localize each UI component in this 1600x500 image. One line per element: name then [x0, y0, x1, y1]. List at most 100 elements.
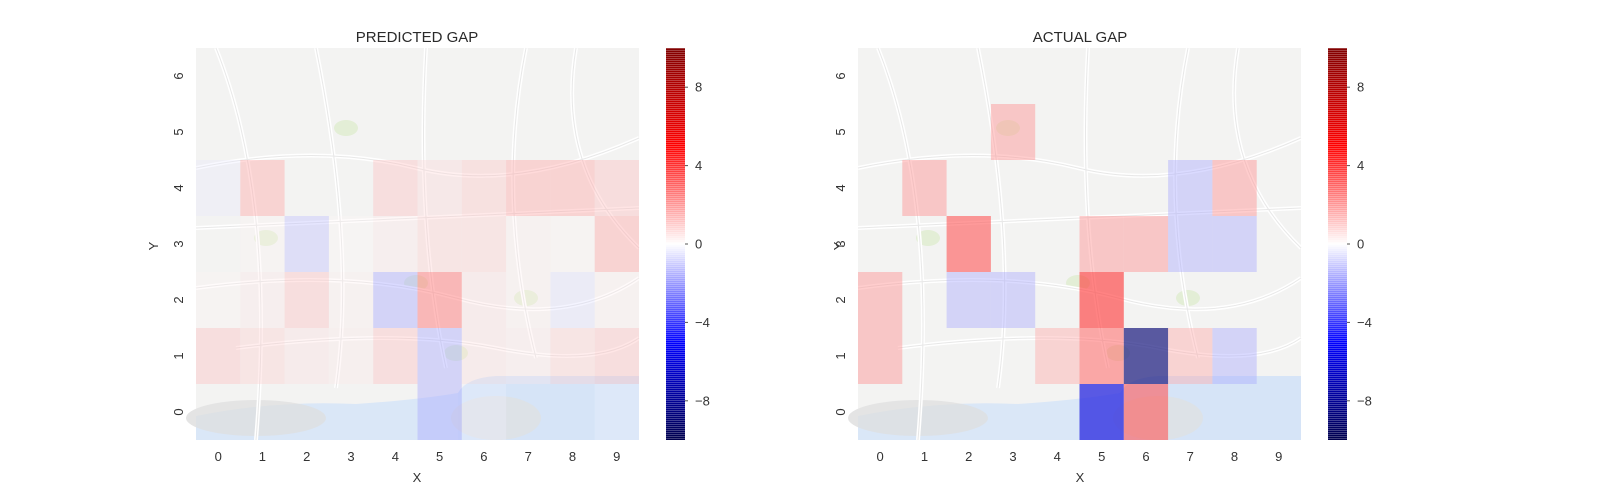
heatmap-cell-x7-y3	[506, 216, 551, 272]
map-road-edge	[877, 47, 924, 441]
park-area	[916, 230, 940, 246]
heatmap-cell-x2-y1	[284, 328, 329, 384]
heatmap-cell-x9-y2	[594, 272, 639, 328]
park-area	[1176, 290, 1200, 306]
heatmap-cell-x6-y4	[461, 160, 507, 216]
heatmap-cell-x1-y4	[902, 160, 947, 216]
park-area	[514, 290, 538, 306]
heatmap-cell-x8-y4	[550, 160, 595, 216]
y-tick-label: 6	[171, 72, 186, 79]
y-tick-label: 0	[171, 408, 186, 415]
map-road-edge	[857, 207, 1302, 229]
heatmap-cell-x6-y1	[461, 328, 507, 384]
map-road-edge	[571, 47, 640, 249]
y-tick-label: 3	[171, 240, 186, 247]
heatmap-cell-x4-y2	[373, 272, 418, 328]
heatmap-cell-x3-y3	[328, 216, 374, 272]
x-tick-label: 9	[1275, 449, 1282, 464]
x-tick-label: 6	[1142, 449, 1149, 464]
x-tick-label: 2	[965, 449, 972, 464]
chart-title: PREDICTED GAP	[356, 29, 479, 46]
heatmap-cell-x5-y3	[1079, 216, 1124, 272]
map-road-edge	[235, 337, 640, 357]
heatmap-cell-x5-y4	[417, 160, 462, 216]
park-area	[334, 120, 358, 136]
heatmap-cell-x6-y2	[461, 272, 507, 328]
heatmap-cell-x1-y3	[240, 216, 285, 272]
x-tick-label: 1	[921, 449, 928, 464]
heatmap-cell-x2-y2	[284, 272, 329, 328]
x-tick-label: 0	[876, 449, 883, 464]
heatmap-cell-x7-y1	[1168, 328, 1213, 384]
heatmap-cell-x6-y3	[1123, 216, 1169, 272]
heatmap-cell-x7-y2	[506, 272, 551, 328]
colorbar-tick-label: −4	[1357, 315, 1372, 330]
y-tick-label: 3	[833, 240, 848, 247]
y-tick-label: 1	[833, 352, 848, 359]
y-tick-label: 1	[171, 352, 186, 359]
heatmap-cell-x4-y3	[373, 216, 418, 272]
y-axis-label: Y	[831, 241, 846, 250]
colorbar-texture	[666, 48, 685, 440]
x-tick-label: 4	[392, 449, 399, 464]
x-axis-label: X	[1076, 470, 1085, 485]
x-tick-label: 9	[613, 449, 620, 464]
x-tick-label: 3	[1009, 449, 1016, 464]
heatmap-cell-x7-y4	[506, 160, 551, 216]
heatmap-cells	[196, 160, 639, 440]
heatmap-cell-x1-y2	[240, 272, 285, 328]
heatmap-cell-x8-y3	[1212, 216, 1257, 272]
map-road-edge	[977, 47, 1006, 389]
heatmap-cell-x0-y1	[196, 328, 241, 384]
colorbar-tick-label: −8	[695, 393, 710, 408]
y-tick-label: 0	[833, 408, 848, 415]
colorbar: 8 4 0 −4 −8	[1328, 48, 1372, 440]
heatmap-cell-x5-y2	[1079, 272, 1124, 328]
colorbar-texture	[1328, 48, 1347, 440]
heatmap-cell-x8-y3	[550, 216, 595, 272]
heatmap-cells	[858, 104, 1257, 440]
heatmap-cell-x5-y0	[1079, 384, 1124, 440]
park-area	[444, 345, 468, 361]
heatmap-cell-x9-y4	[594, 160, 639, 216]
heatmap-cell-x6-y1	[1123, 328, 1169, 384]
heatmap-cell-x8-y4	[1212, 160, 1257, 216]
heatmap-cell-x1-y4	[240, 160, 285, 216]
heatmap-cell-x6-y0	[461, 384, 507, 440]
heatmap-cell-x2-y3	[284, 216, 329, 272]
y-tick-label: 2	[171, 296, 186, 303]
heatmap-cell-x0-y1	[858, 328, 903, 384]
heatmap-cell-x6-y0	[1123, 384, 1169, 440]
map-road-edge	[1233, 47, 1302, 249]
heatmap-cell-x8-y1	[1212, 328, 1257, 384]
map-road-edge	[195, 137, 640, 177]
colorbar-tick-label: 0	[1357, 237, 1364, 252]
map-road-edge	[215, 47, 262, 441]
heatmap-cell-x9-y0	[594, 384, 639, 440]
heatmap-cell-x5-y2	[417, 272, 462, 328]
heatmap-cell-x0-y2	[858, 272, 903, 328]
heatmap-cell-x8-y1	[550, 328, 595, 384]
x-tick-label: 3	[347, 449, 354, 464]
terrain-shade	[451, 396, 541, 440]
x-tick-label: 0	[215, 449, 222, 464]
x-tick-label: 7	[525, 449, 532, 464]
heatmap-cell-x3-y1	[328, 328, 374, 384]
heatmap-cell-x9-y3	[594, 216, 639, 272]
colorbar-tick-label: 8	[695, 80, 702, 95]
y-tick-label: 2	[833, 296, 848, 303]
map-road-edge	[857, 137, 1302, 177]
colorbar-tick-label: 0	[695, 237, 702, 252]
map-wash	[858, 48, 1301, 440]
heatmap-cell-x5-y0	[417, 384, 462, 440]
map-road-edge	[315, 47, 344, 389]
colorbar-tick-label: 8	[1357, 80, 1364, 95]
heatmap-cell-x5-y3	[417, 216, 462, 272]
heatmap-cell-x7-y1	[506, 328, 551, 384]
park-area	[254, 230, 278, 246]
heatmap-cell-x4-y1	[1035, 328, 1080, 384]
heatmap-cell-x3-y2	[990, 272, 1036, 328]
y-axis-label: Y	[146, 241, 161, 250]
y-tick-label: 4	[171, 184, 186, 191]
